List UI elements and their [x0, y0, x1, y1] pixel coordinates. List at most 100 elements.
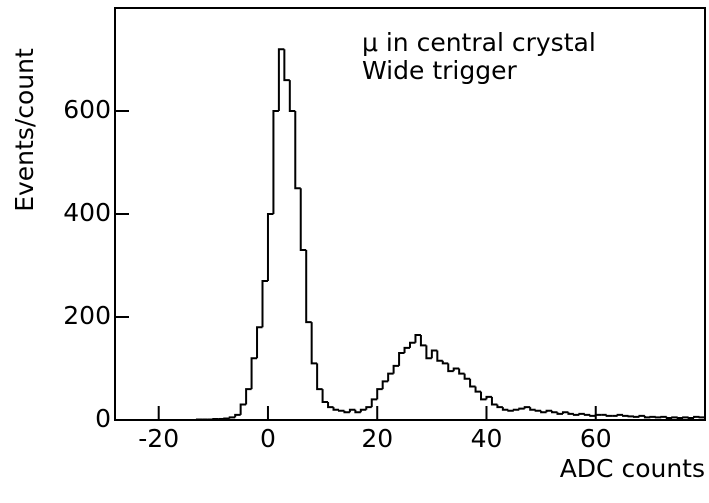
histogram-bin	[665, 416, 673, 419]
histogram-bin	[441, 360, 449, 365]
annotation: μ in central crystal	[362, 28, 596, 57]
x-axis-label: ADC counts	[560, 454, 705, 483]
histogram-bin	[277, 48, 285, 111]
histogram-bin	[447, 363, 454, 373]
histogram-bin	[414, 334, 421, 343]
histogram-bin	[425, 345, 432, 360]
histogram-bin	[223, 417, 230, 420]
histogram-bin	[496, 404, 503, 409]
histogram-bin	[583, 413, 591, 416]
histogram-bin	[512, 408, 520, 411]
histogram-bin	[327, 401, 334, 409]
histogram-bin	[365, 406, 372, 410]
histogram-bin	[622, 414, 629, 417]
histogram-bin	[409, 341, 416, 348]
histogram-bin	[523, 406, 531, 409]
histogram-bin	[572, 413, 580, 416]
histogram-bin	[430, 349, 438, 359]
histogram-bin	[212, 417, 219, 420]
histogram-bin	[381, 380, 389, 390]
histogram-bin	[305, 250, 312, 324]
histogram-bin	[256, 326, 263, 359]
histogram-bin	[687, 416, 695, 419]
histogram-bin	[490, 396, 498, 406]
histogram-bin	[398, 352, 405, 366]
histogram-bin	[561, 411, 569, 414]
y-tick-label: 0	[95, 404, 111, 433]
histogram-bin	[649, 415, 656, 418]
histogram-bin	[245, 388, 252, 405]
histogram-bin	[485, 395, 492, 400]
x-tick-label: 40	[471, 424, 503, 453]
histogram-bin	[463, 373, 471, 380]
histogram-bin	[250, 357, 258, 390]
histogram-bin	[589, 414, 596, 417]
histogram-bin	[403, 346, 410, 354]
histogram-bin	[272, 110, 279, 214]
histogram-bin	[545, 409, 553, 413]
y-axis-label: Events/count	[10, 48, 39, 212]
histogram-bin	[370, 398, 378, 408]
histogram-bin	[682, 416, 689, 419]
histogram-bin	[469, 378, 476, 388]
histogram-bin	[387, 372, 394, 382]
histogram-bin	[294, 111, 301, 190]
histogram-bin	[567, 412, 574, 415]
annotation: Wide trigger	[362, 56, 517, 85]
histogram-bin	[419, 335, 427, 347]
histogram-bin	[616, 413, 624, 416]
histogram-bin	[605, 414, 613, 417]
x-tick-label: 60	[580, 424, 612, 453]
histogram-bin	[480, 391, 487, 401]
histogram-bin	[556, 412, 563, 415]
histogram-bin	[698, 416, 705, 419]
histogram-bin	[228, 416, 236, 419]
histogram-bin	[654, 416, 662, 419]
histogram-bin	[283, 49, 290, 82]
histogram-bin	[195, 418, 203, 421]
histogram-bin	[529, 407, 536, 411]
histogram-bin	[452, 367, 460, 372]
histogram-bin	[392, 364, 400, 374]
histogram-bin	[288, 80, 296, 112]
histogram-bin	[507, 409, 514, 412]
histogram-bin	[458, 368, 465, 375]
y-tick-label: 200	[63, 301, 111, 330]
histogram-bin	[671, 416, 678, 419]
histogram-bin	[266, 213, 274, 281]
histogram-bin	[627, 415, 634, 418]
histogram-bin	[474, 386, 482, 393]
x-tick-label: 20	[361, 424, 393, 453]
y-tick-label: 400	[63, 198, 111, 227]
histogram-bin	[376, 388, 383, 400]
histogram-bin	[299, 188, 307, 252]
histogram-bin	[638, 414, 645, 417]
histogram-bin	[551, 410, 558, 414]
histogram-bin	[693, 415, 700, 418]
histogram-bin	[594, 413, 602, 416]
histogram-bin	[234, 413, 241, 418]
histogram-bin	[518, 407, 525, 410]
histogram-bin	[337, 409, 345, 412]
histogram-bin	[643, 415, 651, 419]
x-tick-label: 0	[260, 424, 276, 453]
histogram-bin	[310, 322, 318, 365]
histogram-bin	[321, 389, 329, 403]
histogram-bin	[359, 408, 367, 413]
histogram-bin	[501, 407, 509, 411]
histogram-bin	[676, 416, 684, 419]
histogram-bin	[343, 410, 350, 414]
histogram-bin	[660, 415, 667, 418]
histogram-bin	[632, 415, 640, 418]
histogram-bin	[332, 407, 339, 411]
histogram-bin	[239, 403, 247, 415]
histogram-bin	[534, 409, 542, 412]
histogram-bin	[540, 410, 547, 414]
histogram-bin	[436, 350, 443, 362]
histogram-bin	[261, 279, 268, 328]
histogram-bin	[354, 409, 361, 414]
y-tick-label: 600	[63, 95, 111, 124]
histogram-bin	[348, 408, 356, 413]
histogram-bin	[316, 363, 323, 391]
